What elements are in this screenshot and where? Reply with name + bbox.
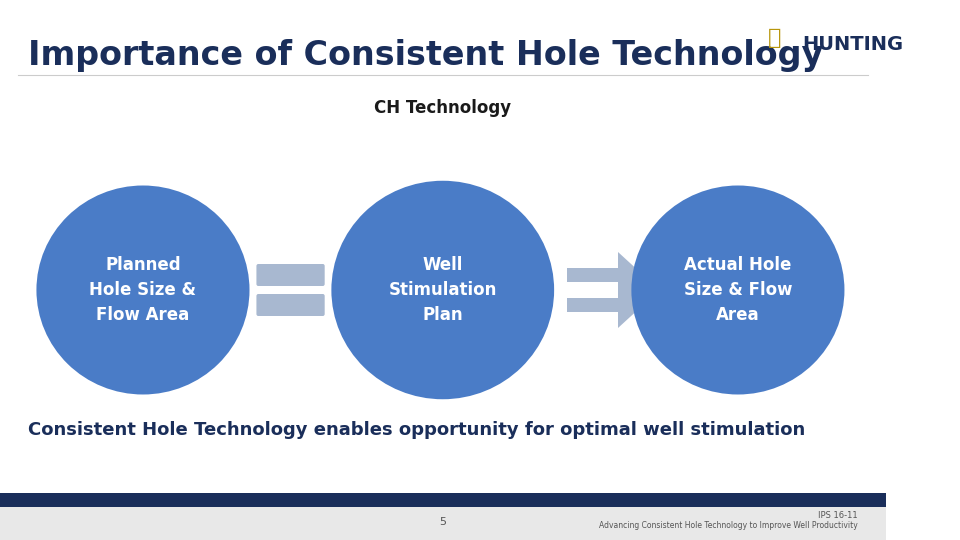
Text: IPS 16-11: IPS 16-11 [818,511,858,521]
Ellipse shape [632,186,845,395]
Text: 5: 5 [440,517,446,527]
Text: Importance of Consistent Hole Technology: Importance of Consistent Hole Technology [28,38,823,71]
FancyBboxPatch shape [567,298,618,312]
Text: Planned
Hole Size &
Flow Area: Planned Hole Size & Flow Area [89,256,197,324]
FancyBboxPatch shape [0,507,885,540]
Ellipse shape [331,181,554,399]
FancyBboxPatch shape [0,493,885,507]
Polygon shape [618,252,660,328]
FancyBboxPatch shape [256,294,324,316]
Text: 🦅: 🦅 [768,28,781,48]
Ellipse shape [36,186,250,395]
FancyBboxPatch shape [567,268,618,282]
Text: CH Technology: CH Technology [374,99,512,117]
Text: HUNTING: HUNTING [803,36,903,55]
Text: Actual Hole
Size & Flow
Area: Actual Hole Size & Flow Area [684,256,792,324]
Text: Well
Stimulation
Plan: Well Stimulation Plan [389,256,497,324]
Text: Consistent Hole Technology enables opportunity for optimal well stimulation: Consistent Hole Technology enables oppor… [28,421,804,439]
Text: Advancing Consistent Hole Technology to Improve Well Productivity: Advancing Consistent Hole Technology to … [599,522,858,530]
FancyBboxPatch shape [256,264,324,286]
